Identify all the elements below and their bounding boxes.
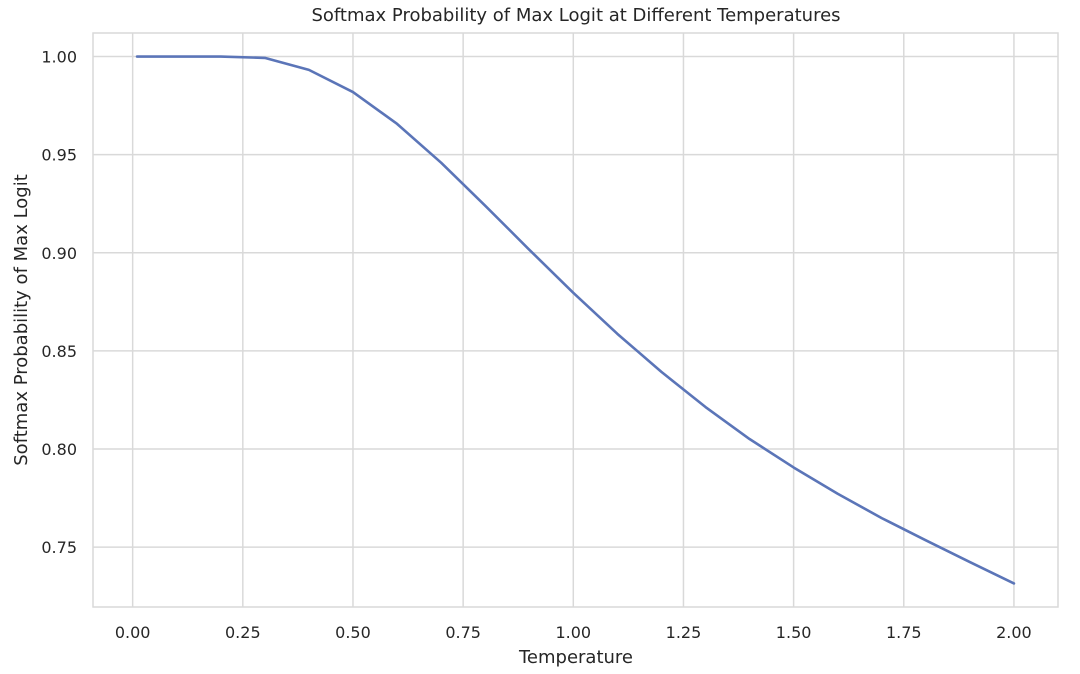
x-tick-label: 1.75: [886, 623, 922, 642]
plot-frame: [92, 32, 1059, 608]
y-axis-label: Softmax Probability of Max Logit: [11, 174, 32, 466]
series-group: [135, 55, 1016, 585]
y-tick-label: 0.90: [41, 244, 77, 263]
x-tick-label: 2.00: [996, 623, 1032, 642]
y-tick-label: 0.75: [41, 538, 77, 557]
x-tick-label: 0.75: [445, 623, 481, 642]
y-tick-label: 0.80: [41, 440, 77, 459]
x-tick-label: 1.50: [776, 623, 812, 642]
x-tick-label: 0.00: [115, 623, 151, 642]
y-tick-label: 0.85: [41, 342, 77, 361]
y-tick-label: 0.95: [41, 146, 77, 165]
x-tick-label: 0.25: [225, 623, 261, 642]
x-tick-label: 1.00: [555, 623, 591, 642]
x-tick-label: 0.50: [335, 623, 371, 642]
y-tick-label: 1.00: [41, 48, 77, 67]
series-line: [135, 55, 1016, 585]
x-tick-label: 1.25: [666, 623, 702, 642]
x-axis-ticks: 0.00 0.25 0.50 0.75 1.00 1.25 1.50 1.75 2.00: [115, 623, 1032, 642]
grid: [93, 33, 1058, 607]
y-axis-ticks: 0.75 0.80 0.85 0.90 0.95 1.00: [41, 48, 77, 558]
chart-title: Softmax Probability of Max Logit at Diff…: [311, 5, 840, 26]
x-axis-label: Temperature: [518, 647, 633, 668]
